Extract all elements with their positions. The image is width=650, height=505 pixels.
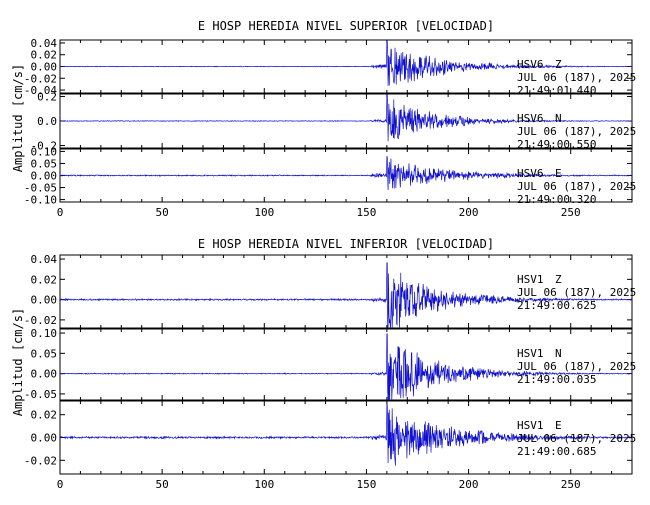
component-label: Z xyxy=(555,58,562,71)
date-label: JUL 06 (187), 2025 xyxy=(517,180,636,193)
y-tick-label: 0.05 xyxy=(31,157,58,170)
x-tick-label: 100 xyxy=(254,478,274,491)
y-tick-label: -0.2 xyxy=(31,140,58,153)
y-tick-label: -0.10 xyxy=(24,194,57,207)
x-tick-label: 200 xyxy=(459,478,479,491)
station-label: HSV1 xyxy=(517,419,544,432)
x-tick-label: 250 xyxy=(561,478,581,491)
component-label: N xyxy=(555,112,562,125)
waveform-hsv1-e xyxy=(59,403,633,466)
x-tick-label: 200 xyxy=(459,206,479,219)
date-label: JUL 06 (187), 2025 xyxy=(517,125,636,138)
x-tick-label: 0 xyxy=(57,478,64,491)
component-label: N xyxy=(555,347,562,360)
station-label: HSV6 xyxy=(517,58,544,71)
y-tick-label: 0.00 xyxy=(31,170,58,183)
x-tick-label: 50 xyxy=(156,478,169,491)
x-tick-label: 150 xyxy=(356,206,376,219)
date-label: JUL 06 (187), 2025 xyxy=(517,360,636,373)
y-axis-label-inferior: Amplitud [cm/s] xyxy=(11,308,25,416)
waveform-hsv1-n xyxy=(59,333,633,401)
time-label: 21:49:00.685 xyxy=(517,445,596,458)
time-label: 21:49:00.550 xyxy=(517,138,596,151)
x-tick-label: 250 xyxy=(561,206,581,219)
time-label: 21:49:00.320 xyxy=(517,193,596,206)
y-tick-label: -0.05 xyxy=(24,388,57,401)
y-tick-label: 0.00 xyxy=(31,432,58,445)
component-label: Z xyxy=(555,273,562,286)
y-axis-label-superior: Amplitud [cm/s] xyxy=(11,64,25,172)
y-tick-label: 0.02 xyxy=(31,273,58,286)
x-tick-label: 0 xyxy=(57,206,64,219)
station-label: HSV1 xyxy=(517,347,544,360)
y-tick-label: 0.00 xyxy=(31,294,58,307)
y-tick-label: 0.10 xyxy=(31,327,58,340)
y-tick-label: 0.04 xyxy=(31,37,58,50)
time-label: 21:49:00.035 xyxy=(517,373,596,386)
y-tick-label: 0.2 xyxy=(37,90,57,103)
y-tick-label: 0.00 xyxy=(31,368,58,381)
chart-title-inferior: E HOSP HEREDIA NIVEL INFERIOR [VELOCIDAD… xyxy=(198,237,494,251)
time-label: 21:49:00.625 xyxy=(517,299,596,312)
waveform-hsv6-n xyxy=(59,94,633,142)
x-tick-label: 100 xyxy=(254,206,274,219)
y-tick-label: -0.02 xyxy=(24,314,57,327)
station-label: HSV1 xyxy=(517,273,544,286)
chart-title-superior: E HOSP HEREDIA NIVEL SUPERIOR [VELOCIDAD… xyxy=(198,19,494,33)
y-tick-label: -0.04 xyxy=(24,84,57,97)
x-tick-label: 50 xyxy=(156,206,169,219)
y-tick-label: 0.05 xyxy=(31,347,58,360)
y-tick-label: 0.10 xyxy=(31,145,58,158)
y-tick-label: 0.02 xyxy=(31,49,58,62)
y-tick-label: 0.00 xyxy=(31,61,58,74)
y-tick-label: -0.05 xyxy=(24,182,57,195)
station-label: HSV6 xyxy=(517,167,544,180)
waveform-hsv6-e xyxy=(59,156,633,190)
date-label: JUL 06 (187), 2025 xyxy=(517,432,636,445)
date-label: JUL 06 (187), 2025 xyxy=(517,71,636,84)
component-label: E xyxy=(555,419,562,432)
y-tick-label: 0.04 xyxy=(31,253,58,266)
y-tick-label: -0.02 xyxy=(24,72,57,85)
station-label: HSV6 xyxy=(517,112,544,125)
waveform-hsv1-z xyxy=(59,262,633,329)
y-tick-label: -0.02 xyxy=(24,454,57,467)
y-tick-label: 0.0 xyxy=(37,115,57,128)
component-label: E xyxy=(555,167,562,180)
date-label: JUL 06 (187), 2025 xyxy=(517,286,636,299)
y-tick-label: 0.02 xyxy=(31,409,58,422)
time-label: 21:49:01.440 xyxy=(517,84,596,97)
x-tick-label: 150 xyxy=(356,478,376,491)
waveform-hsv6-z xyxy=(59,40,633,86)
